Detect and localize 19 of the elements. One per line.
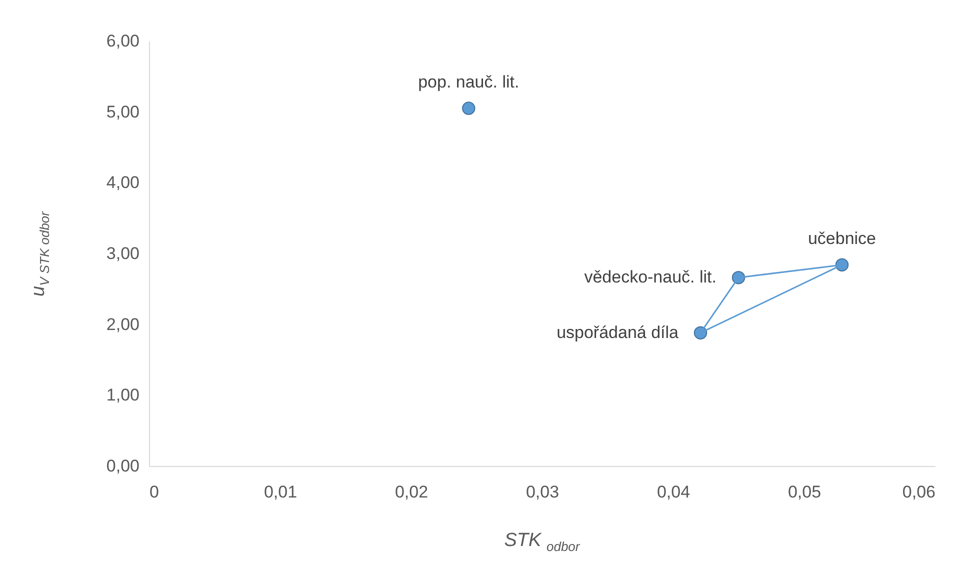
annotation: uspořádaná díla: [556, 322, 680, 342]
annotation: vědecko-nauč. lit.: [584, 268, 716, 287]
y-tick-label: 2,00: [106, 314, 140, 334]
y-tick-label: 1,00: [106, 386, 140, 405]
y-tick-label: 4,00: [106, 173, 140, 192]
x-tick-label: 0,02: [394, 482, 428, 502]
annotation: pop. nauč. lit.: [418, 72, 520, 92]
x-tick-label: 0,06: [902, 482, 936, 502]
y-tick-label: 3,00: [106, 244, 140, 263]
y-tick-label: 5,00: [106, 102, 140, 122]
x-tick-label: 0,01: [264, 482, 298, 502]
annotation: učebnice: [808, 228, 876, 248]
y-tick-label: 0,00: [106, 456, 140, 476]
y-tick-label: 6,00: [106, 32, 140, 50]
x-tick-label: 0,03: [526, 482, 560, 502]
x-tick-label: 0,04: [656, 482, 690, 502]
x-tick-label: 0: [150, 482, 159, 502]
x-axis-title: STK $_{odbor}$: [503, 530, 581, 554]
x-tick-label: 0,05: [788, 482, 822, 502]
